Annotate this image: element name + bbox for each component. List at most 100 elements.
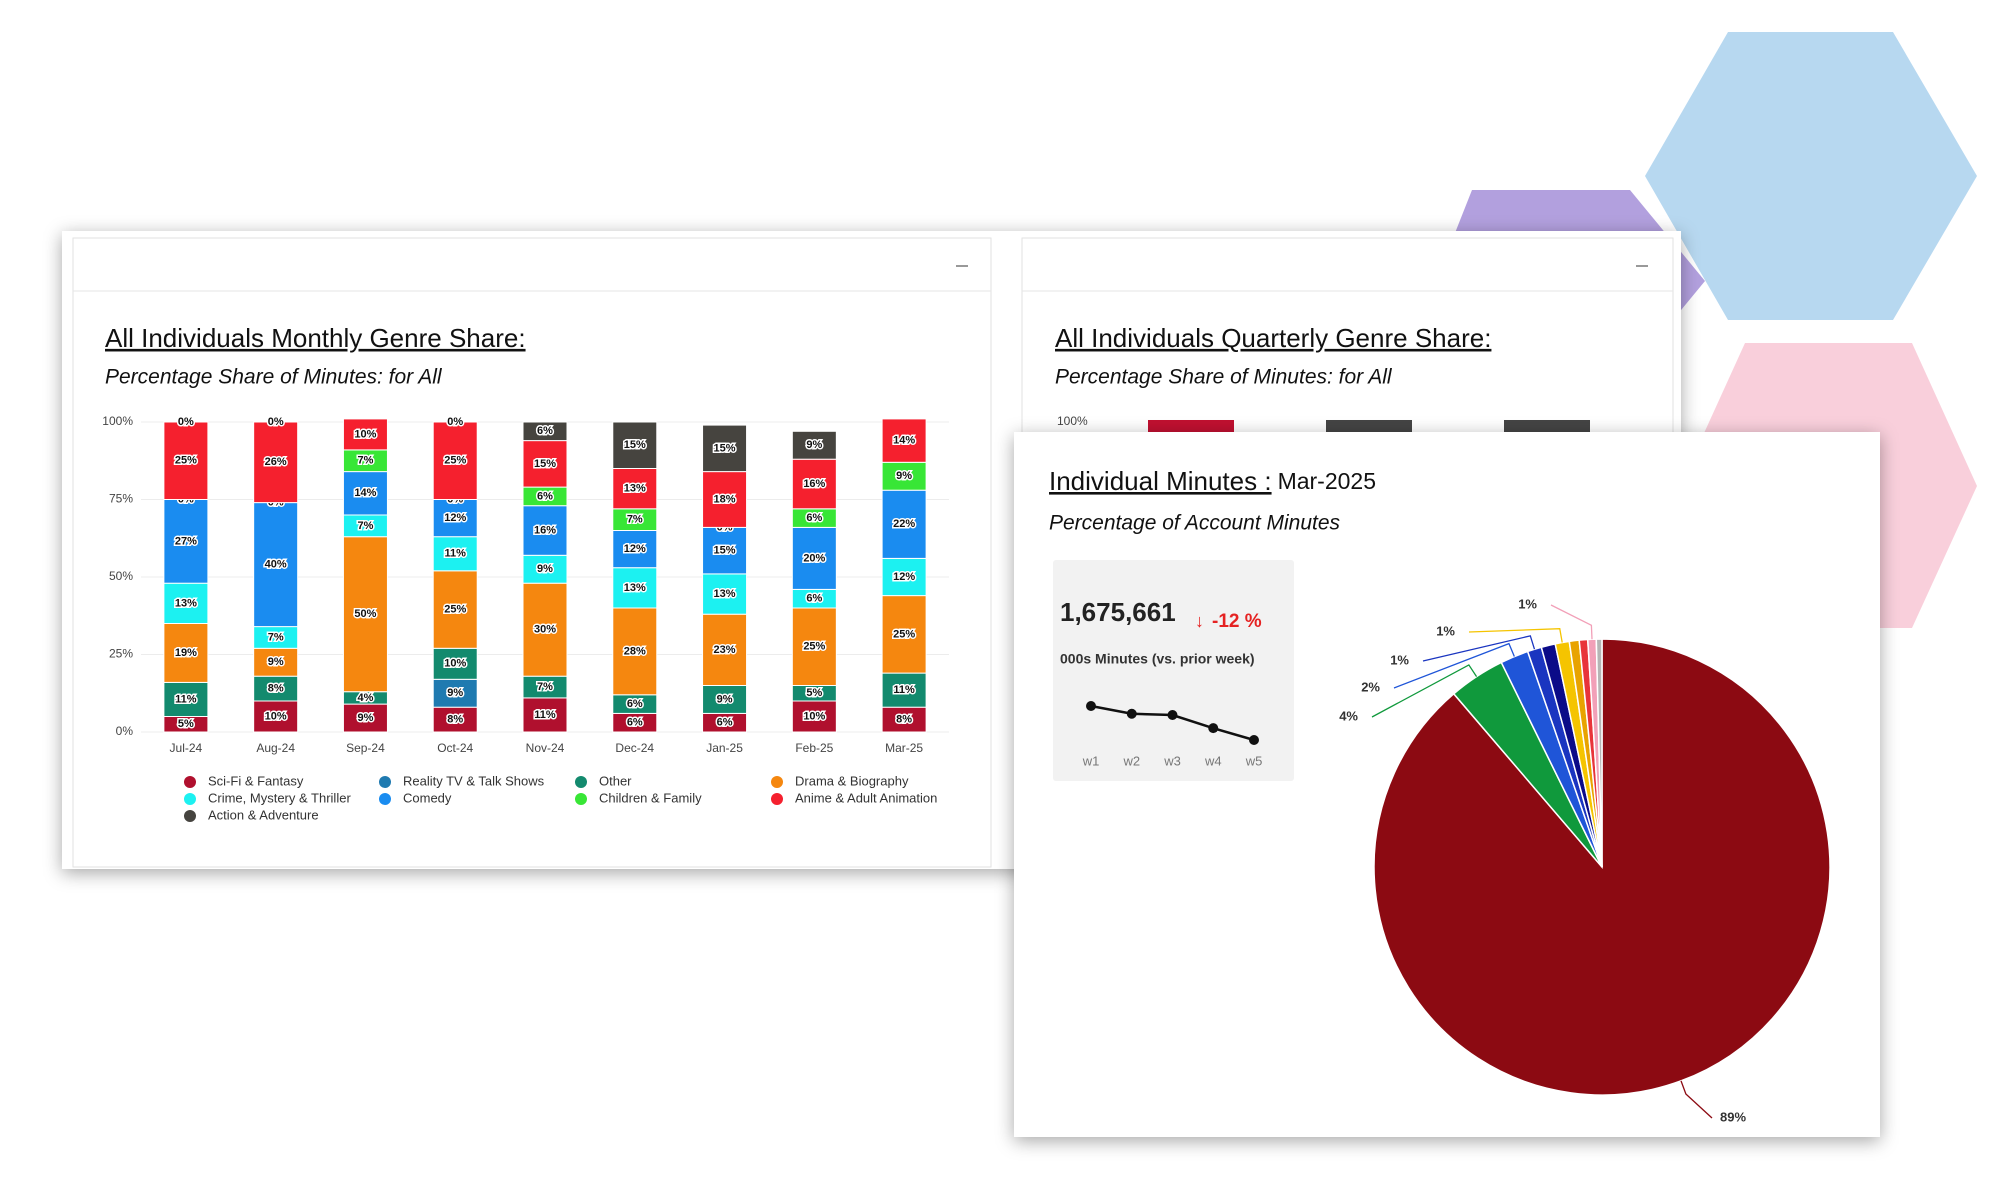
bar-segment xyxy=(702,471,748,528)
data-label: 25% xyxy=(444,603,466,615)
x-tick-label: Oct-24 xyxy=(437,741,473,755)
data-label: 15% xyxy=(534,458,556,470)
data-label: 22% xyxy=(893,518,915,530)
trend-point xyxy=(1208,723,1219,734)
week-label: w1 xyxy=(1082,753,1100,768)
pie-label: 4% xyxy=(1339,708,1358,723)
x-tick-label: Mar-25 xyxy=(885,741,923,755)
bar-segment xyxy=(342,471,388,516)
week-label: w4 xyxy=(1204,753,1222,768)
pie-title: Individual Minutes : Mar-2025 xyxy=(1049,466,1376,496)
bar-segment xyxy=(881,557,927,597)
pie-label: 2% xyxy=(1361,679,1380,694)
data-label: 15% xyxy=(714,545,736,557)
bar-segment xyxy=(342,703,388,733)
legend-marker xyxy=(771,793,783,805)
bar-segment xyxy=(791,607,837,686)
legend-label: Action & Adventure xyxy=(208,807,319,822)
data-label: 6% xyxy=(717,717,733,729)
data-label: 19% xyxy=(175,647,197,659)
data-label: 28% xyxy=(624,645,646,657)
data-label: 10% xyxy=(354,428,376,440)
legend-marker xyxy=(379,793,391,805)
bar-segment xyxy=(163,582,209,625)
data-label: 25% xyxy=(444,455,466,467)
hexagon-blue xyxy=(1645,32,1977,320)
bar-segment xyxy=(702,424,748,473)
bar-segment xyxy=(253,675,299,702)
data-label: 20% xyxy=(803,552,825,564)
data-label: 18% xyxy=(714,493,736,505)
kpi-card xyxy=(1053,560,1294,781)
data-label: 7% xyxy=(268,631,284,643)
data-label: 14% xyxy=(354,487,376,499)
data-label: 25% xyxy=(175,455,197,467)
bar-segment xyxy=(612,468,658,510)
data-label: 50% xyxy=(354,608,376,620)
legend-marker xyxy=(379,776,391,788)
bar-segment xyxy=(432,421,478,500)
monthly-chart: 0% 25% 50% 75% 100% Jul-24 5% 11% 19% 13% 27% 0% 25%… xyxy=(102,414,949,822)
bar-segment xyxy=(432,706,478,733)
trend-point xyxy=(1086,701,1096,711)
pie-label: 1% xyxy=(1518,596,1537,611)
legend-marker xyxy=(575,793,587,805)
quarterly-subtitle: Percentage Share of Minutes: for All xyxy=(1055,366,1393,389)
leader-line xyxy=(1550,604,1593,640)
data-label: 26% xyxy=(265,456,287,468)
bar-segment xyxy=(881,672,927,708)
data-label: 15% xyxy=(624,439,646,451)
data-label: 0% xyxy=(447,416,463,428)
bar-segment xyxy=(612,421,658,469)
data-label: 9% xyxy=(537,563,553,575)
pie-title-main: Individual Minutes : xyxy=(1049,466,1272,496)
bar-segment xyxy=(163,623,209,683)
y-tick-label: 100% xyxy=(102,414,133,428)
bar-segment xyxy=(881,461,927,491)
data-label: 14% xyxy=(893,435,915,447)
data-label: 8% xyxy=(896,714,912,726)
data-label: 10% xyxy=(803,710,825,722)
bar-segment xyxy=(702,613,748,687)
data-label: 16% xyxy=(803,478,825,490)
legend-marker xyxy=(184,793,196,805)
data-label: 25% xyxy=(893,628,915,640)
data-label: 40% xyxy=(265,559,287,571)
data-label: 9% xyxy=(357,712,373,724)
leader-line xyxy=(1422,635,1536,662)
data-label: 12% xyxy=(624,543,646,555)
legend-marker xyxy=(184,776,196,788)
bar-segment xyxy=(522,554,568,584)
bar-segment xyxy=(163,681,209,718)
kpi-value: 1,675,661 xyxy=(1060,597,1176,627)
data-label: 13% xyxy=(175,597,197,609)
data-label: 10% xyxy=(444,658,466,670)
quarterly-bar-fragment xyxy=(1326,420,1412,434)
legend-label: Other xyxy=(599,773,632,788)
data-label: 4% xyxy=(357,692,373,704)
leader-line xyxy=(1393,642,1515,689)
data-label: 8% xyxy=(447,714,463,726)
y-tick-label: 50% xyxy=(109,569,133,583)
quarterly-tick-label: 100% xyxy=(1057,414,1088,428)
quarterly-bar-fragment xyxy=(1504,420,1590,434)
bar-segment xyxy=(432,647,478,680)
data-label: 7% xyxy=(627,514,643,526)
bar-segment xyxy=(791,700,837,733)
data-label: 30% xyxy=(534,624,556,636)
y-tick-label: 0% xyxy=(116,724,134,738)
trend-point xyxy=(1167,710,1178,721)
data-label: 6% xyxy=(806,512,822,524)
bar-segment xyxy=(432,570,478,649)
x-tick-label: Dec-24 xyxy=(615,741,654,755)
x-tick-label: Nov-24 xyxy=(526,741,565,755)
monthly-subtitle: Percentage Share of Minutes: for All xyxy=(105,366,443,389)
data-label: 7% xyxy=(357,455,373,467)
bar-segment xyxy=(163,421,209,500)
kpi-caption: 000s Minutes (vs. prior week) xyxy=(1060,651,1255,667)
data-label: 27% xyxy=(175,535,197,547)
data-label: 13% xyxy=(624,582,646,594)
bar-segment xyxy=(522,697,568,733)
pie-slice xyxy=(1595,638,1603,868)
